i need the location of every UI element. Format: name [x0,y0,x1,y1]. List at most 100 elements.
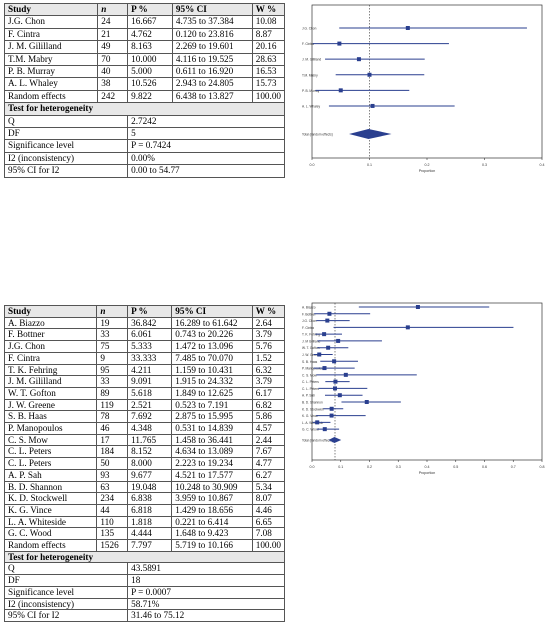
col-n: n [96,305,129,318]
cell-n: 184 [96,445,129,459]
heterogeneity-label: Q [3,562,129,576]
cell-w: 7.67 [251,445,286,459]
cell-p: 9.091 [127,375,173,388]
cell-w: 100.00 [251,539,286,552]
cell-n: 93 [96,468,129,482]
study-label: G. C. Wood [302,428,319,432]
cell-n: 78 [96,410,129,424]
point-estimate [326,345,331,350]
point-estimate [356,57,361,62]
x-tick-label: 0.5 [453,465,458,469]
table-row: L. A. Whiteside 110 1.818 0.221 to 6.414 6.6… [3,515,286,529]
cell-p: 9.822 [127,89,173,104]
cell-p: 10.526 [127,77,173,91]
cell-n: 135 [96,527,129,541]
table-row: J. M. Gililland 49 8.163 2.269 to 19.601 20.… [3,40,286,54]
cell-study: A. L. Whaley [3,77,99,91]
cell-ci: 1.159 to 10.431 [171,363,253,377]
heterogeneity-value: 0.00% [127,151,285,166]
col-w: W % [251,2,286,17]
cell-w: 3.79 [251,375,286,388]
cell-study: Random effects [3,89,99,104]
cell-w: 3.79 [251,328,286,342]
x-tick-label: 0.3 [482,163,487,167]
cell-study: J.G. Chon [3,340,98,353]
cell-p: 16.667 [127,15,173,29]
study-label: P. B. Murray [302,89,320,93]
cell-w: 6.32 [251,363,286,377]
col-p: P % [127,305,173,318]
heterogeneity-label: Significance level [3,139,129,153]
study-label: W. T. Gofton [302,346,320,350]
cell-n: 24 [97,15,129,29]
heterogeneity-label: Significance level [3,585,129,599]
cell-w: 4.46 [251,503,286,517]
heterogeneity-label: I2 (inconsistency) [3,597,129,611]
cell-n: 40 [97,65,129,79]
cell-w: 4.77 [251,457,286,470]
table-row: P. Manopoulos 46 4.348 0.531 to 14.839 4.57 [3,422,286,435]
study-label: J.G. Chon [302,27,317,31]
cell-ci: 4.735 to 37.384 [171,15,253,29]
cell-n: 9 [96,351,129,365]
heterogeneity-value: P = 0.7424 [127,139,285,153]
cell-study: J. M. Gililland [3,375,98,388]
cell-ci: 2.943 to 24.805 [171,77,253,91]
table-row: P. B. Murray 40 5.000 0.611 to 16.920 16.53 [3,65,286,79]
x-axis-label: Proportion [419,169,436,173]
point-estimate [364,400,369,404]
cell-ci: 10.248 to 30.909 [171,480,253,494]
heterogeneity-label: DF [3,574,129,587]
point-estimate [332,359,337,364]
x-axis-label: Proportion [419,471,436,475]
cell-study: C. L. Peters [3,457,98,470]
point-estimate [370,103,375,108]
cell-p: 8.000 [127,457,173,470]
table-row: J.G. Chon 75 5.333 1.472 to 13.096 5.76 [3,340,286,353]
pooled-diamond [349,129,392,139]
study-label: C. L. Peters [302,387,319,391]
cell-p: 6.838 [127,492,173,505]
cell-ci: 6.438 to 13.827 [171,89,253,104]
cell-study: K. G. Vince [3,503,98,517]
cell-p: 19.048 [127,480,173,494]
table-row: J. W. Greene 119 2.521 0.523 to 7.191 6.82 [3,398,286,412]
cell-ci: 2.269 to 19.601 [171,40,253,54]
table-row: B. D. Shannon 63 19.048 10.248 to 30.909 5.3… [3,480,286,494]
cell-p: 4.211 [127,363,173,377]
heterogeneity-title: Test for heterogeneity [4,102,285,116]
table-row: C. L. Peters 184 8.152 4.634 to 13.089 7.67 [3,445,286,459]
col-n: n [97,2,129,17]
heterogeneity-title: Test for heterogeneity [4,550,285,564]
cell-w: 6.65 [251,515,286,529]
cell-p: 10.000 [127,52,173,67]
point-estimate [405,26,410,30]
study-label: J. M Gililland [302,339,320,343]
table-row: F. Cintra 9 33.333 7.485 to 70.070 1.52 [3,351,286,365]
cell-n: 119 [96,398,129,412]
cell-p: 7.797 [127,539,173,552]
cell-ci: 16.289 to 61.642 [171,316,253,330]
cell-study: F. Cintra [3,351,98,365]
cell-study: W. T. Gofton [3,386,98,400]
point-estimate [333,386,337,391]
cell-ci: 0.120 to 23.816 [171,27,253,42]
study-label: J. M. Gilliland [302,58,321,62]
cell-w: 5.86 [251,410,286,424]
col-ci: 95% CI [171,305,253,318]
study-label: J. W. Greene [302,353,321,357]
cell-study: L. A. Whiteside [3,515,98,529]
cell-p: 4.444 [127,527,173,541]
meta-analysis-table-2: Study n P % 95% CI W % A. Biazzo 19 36.842… [3,305,286,622]
cell-study: J. W. Greene [3,398,98,412]
cell-study: A. Biazzo [3,316,98,330]
cell-w: 5.34 [251,480,286,494]
cell-p: 8.163 [127,40,173,54]
table-header-row: Study n P % 95% CI W % [3,305,286,318]
cell-study: G. C. Wood [3,527,98,541]
cell-w: 8.07 [251,492,286,505]
cell-ci: 1.849 to 12.625 [171,386,253,400]
heterogeneity-value: 43.5891 [127,562,285,576]
cell-study: T. K. Fehring [3,363,98,377]
heterogeneity-value: 2.7242 [127,114,285,129]
